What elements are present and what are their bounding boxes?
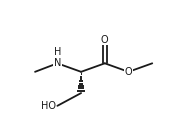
Text: H: H <box>54 47 61 57</box>
Text: O: O <box>125 67 132 77</box>
Text: O: O <box>101 35 109 45</box>
Text: HO: HO <box>41 101 56 111</box>
Text: N: N <box>54 58 61 68</box>
